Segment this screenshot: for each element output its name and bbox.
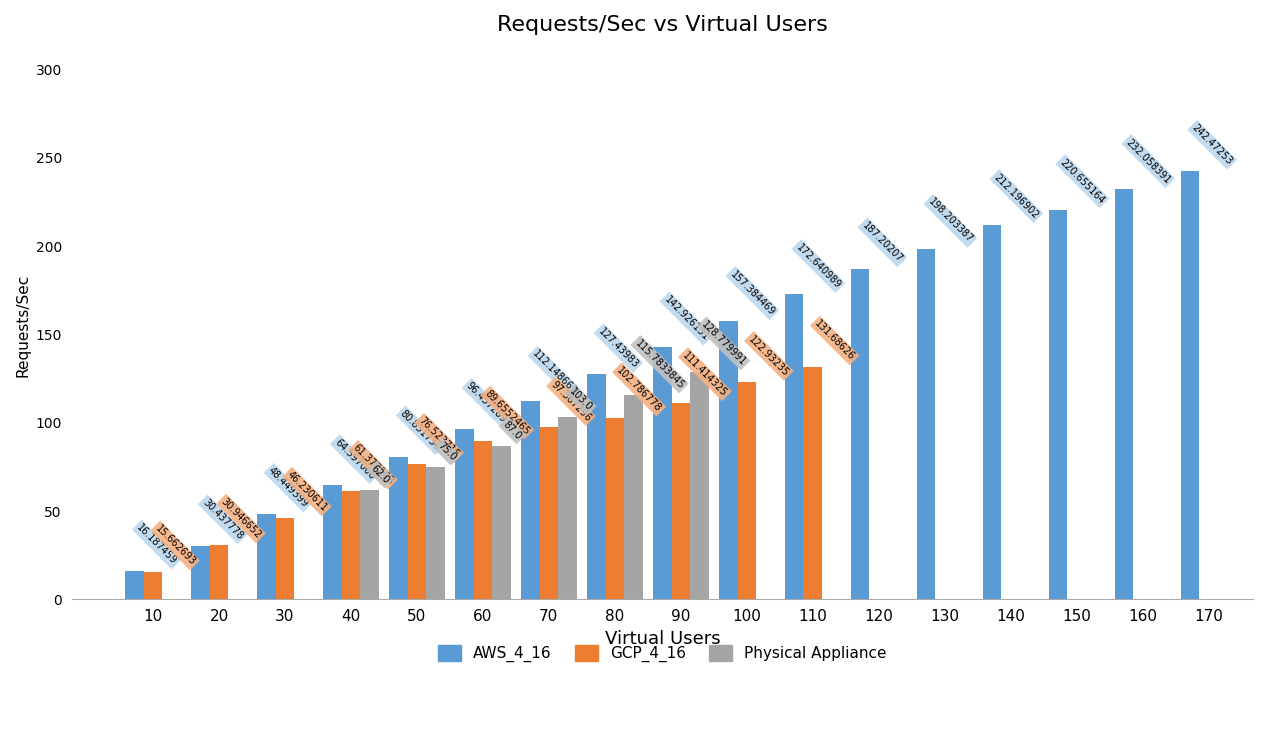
- Text: 142.926131: 142.926131: [662, 295, 710, 343]
- Bar: [257, 514, 275, 599]
- Text: 76.523715: 76.523715: [417, 416, 462, 460]
- Bar: [191, 545, 209, 599]
- Bar: [738, 382, 756, 599]
- Text: 96.457289: 96.457289: [464, 381, 508, 425]
- Text: 62.0: 62.0: [369, 464, 392, 486]
- Text: 87.0: 87.0: [501, 419, 524, 442]
- Text: 122.93235: 122.93235: [747, 334, 791, 378]
- Bar: [426, 467, 445, 599]
- Bar: [983, 225, 1002, 599]
- Bar: [1115, 190, 1134, 599]
- Text: 111.414325: 111.414325: [681, 350, 729, 398]
- Title: Requests/Sec vs Virtual Users: Requests/Sec vs Virtual Users: [497, 15, 828, 35]
- Text: 128.779991: 128.779991: [699, 319, 748, 367]
- Text: 157.384469: 157.384469: [728, 269, 776, 317]
- Bar: [540, 427, 558, 599]
- Bar: [143, 572, 162, 599]
- Text: 89.6552465: 89.6552465: [483, 389, 531, 437]
- Text: 15.662693: 15.662693: [153, 523, 197, 567]
- Text: 80.851734: 80.851734: [398, 408, 443, 453]
- Text: 97.367296: 97.367296: [549, 379, 593, 424]
- X-axis label: Virtual Users: Virtual Users: [605, 630, 720, 647]
- Bar: [408, 464, 426, 599]
- Bar: [474, 441, 492, 599]
- Text: 48.449399: 48.449399: [266, 466, 311, 510]
- Bar: [521, 401, 540, 599]
- Text: 103.0: 103.0: [567, 386, 593, 413]
- Bar: [558, 418, 577, 599]
- Bar: [492, 445, 511, 599]
- Bar: [1049, 210, 1068, 599]
- Bar: [606, 418, 624, 599]
- Text: 172.640989: 172.640989: [794, 242, 843, 290]
- Text: 242.47253: 242.47253: [1191, 122, 1234, 167]
- Text: 187.20207: 187.20207: [860, 220, 904, 265]
- Bar: [785, 295, 804, 599]
- Bar: [126, 571, 143, 599]
- Text: 127.43983: 127.43983: [596, 326, 640, 370]
- Bar: [1181, 171, 1200, 599]
- Bar: [804, 367, 822, 599]
- Text: 232.058391: 232.058391: [1125, 137, 1173, 185]
- Bar: [389, 456, 408, 599]
- Text: 64.597006: 64.597006: [332, 437, 377, 481]
- Text: 61.377163: 61.377163: [351, 443, 394, 487]
- Text: 220.655164: 220.655164: [1058, 157, 1107, 206]
- Bar: [917, 249, 936, 599]
- Bar: [672, 402, 690, 599]
- Bar: [587, 374, 606, 599]
- Text: 30.437778: 30.437778: [200, 497, 245, 542]
- Text: 131.68626: 131.68626: [813, 319, 857, 362]
- Text: 212.196902: 212.196902: [992, 172, 1041, 220]
- Bar: [323, 486, 341, 599]
- Bar: [275, 518, 294, 599]
- Text: 112.148661: 112.148661: [530, 348, 578, 397]
- Bar: [719, 321, 738, 599]
- Bar: [851, 269, 870, 599]
- Y-axis label: Requests/Sec: Requests/Sec: [15, 274, 30, 377]
- Text: 102.786778: 102.786778: [615, 365, 663, 413]
- Bar: [360, 490, 379, 599]
- Text: 115.7833845: 115.7833845: [633, 338, 686, 391]
- Text: 16.187459: 16.187459: [134, 523, 179, 566]
- Legend: AWS_4_16, GCP_4_16, Physical Appliance: AWS_4_16, GCP_4_16, Physical Appliance: [432, 639, 893, 668]
- Text: 46.230611: 46.230611: [285, 469, 328, 513]
- Text: 30.946652: 30.946652: [219, 496, 262, 540]
- Text: 198.203387: 198.203387: [926, 197, 975, 245]
- Text: 75.0: 75.0: [435, 440, 458, 463]
- Bar: [653, 347, 672, 599]
- Bar: [341, 491, 360, 599]
- Bar: [690, 372, 709, 599]
- Bar: [209, 545, 228, 599]
- Bar: [624, 395, 643, 599]
- Bar: [455, 429, 474, 599]
